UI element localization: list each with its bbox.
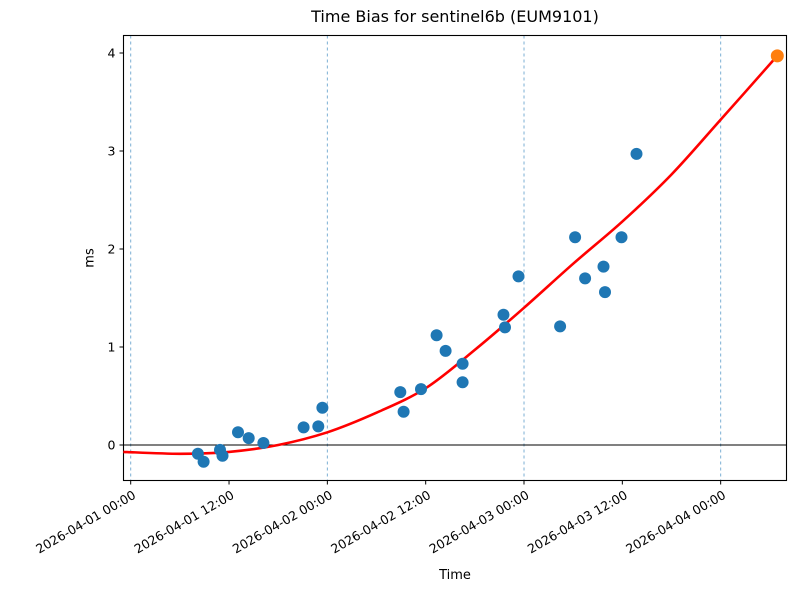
time-bias-measurements-point: [257, 437, 270, 449]
time-bias-measurements-point: [316, 401, 329, 414]
time-bias-measurements-point: [232, 426, 244, 439]
y-tick-label-4: 4: [108, 46, 116, 61]
chart-title: Time Bias for sentinel6b (EUM9101): [311, 7, 599, 26]
time-bias-measurements-point: [599, 286, 611, 299]
time-bias-measurements-point: [497, 308, 510, 321]
time-bias-measurements-point: [216, 449, 229, 462]
x-tick-label-5: 2026-04-03 12:00: [525, 487, 630, 556]
y-tick-label-1: 1: [108, 340, 116, 355]
x-tick-label-3: 2026-04-02 12:00: [328, 487, 433, 556]
x-axis-label: Time: [439, 568, 471, 583]
axes-spines: [122, 34, 788, 482]
x-tick-label-4: 2026-04-03 00:00: [426, 487, 531, 556]
x-tick-label-2: 2026-04-02 00:00: [230, 487, 335, 556]
time-bias-measurements-point: [415, 383, 427, 396]
time-bias-measurements-point: [456, 376, 469, 389]
time-bias-measurements-point: [397, 405, 410, 418]
y-tick-label-0: 0: [108, 438, 116, 453]
time-bias-measurements-point: [297, 421, 310, 434]
time-bias-measurements-point: [569, 231, 582, 244]
y-tick-label-3: 3: [108, 144, 116, 159]
predicted-bias-point: [770, 49, 784, 63]
time-bias-measurements-point: [242, 432, 255, 445]
x-tick-label-1: 2026-04-01 12:00: [131, 487, 236, 556]
time-bias-measurements-point: [597, 260, 610, 273]
time-bias-measurements-point: [615, 231, 628, 244]
time-bias-measurements-point: [312, 420, 325, 433]
time-bias-measurements-point: [439, 344, 452, 357]
time-bias-measurements-point: [499, 321, 511, 334]
time-bias-measurements-point: [512, 270, 525, 283]
time-bias-measurements-point: [579, 272, 592, 285]
time-bias-measurements-point: [430, 329, 443, 342]
time-bias-measurements-point: [456, 357, 469, 370]
y-tick-label-2: 2: [108, 242, 116, 257]
x-tick-label-0: 2026-04-01 00:00: [33, 487, 138, 556]
x-tick-label-6: 2026-04-04 00:00: [623, 487, 728, 556]
polynomial-fit: [123, 55, 779, 456]
time-bias-measurements-point: [554, 320, 567, 333]
time-bias-measurements-point: [630, 147, 643, 160]
time-bias-measurements-point: [197, 455, 210, 468]
time-bias-measurements-point: [394, 386, 407, 399]
